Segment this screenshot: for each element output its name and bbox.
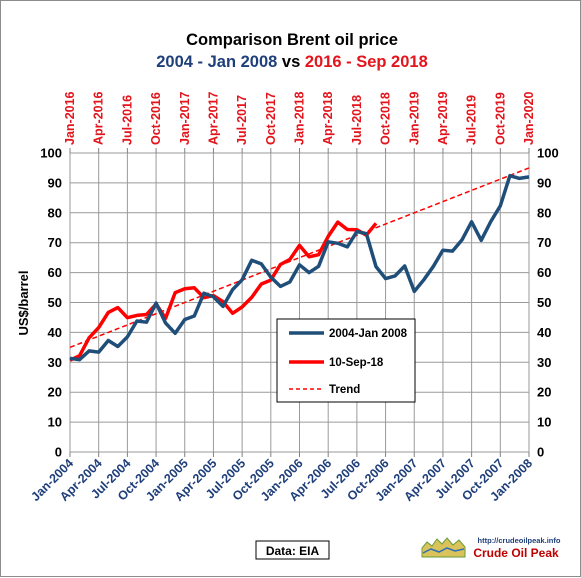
logo-name: Crude Oil Peak <box>473 546 559 560</box>
subtitle-period-1: 2004 - Jan 2008 <box>156 53 277 71</box>
y-tick-label-right: 10 <box>537 415 551 430</box>
crude-oil-peak-logo: http://crudeoilpeak.info Crude Oil Peak <box>421 536 561 560</box>
chart-subtitle: 2004 - Jan 2008 vs 2016 - Sep 2018 <box>156 53 428 71</box>
legend-label-series-2: 10-Sep-18 <box>329 357 384 369</box>
grid-lines <box>69 152 530 453</box>
x-tick-label-top: Jan-2017 <box>178 91 192 145</box>
chart-title: Comparison Brent oil price <box>186 31 398 49</box>
series-lines <box>69 167 530 362</box>
y-tick-label-left: 70 <box>48 235 62 250</box>
legend: 2004-Jan 2008 10-Sep-18 Trend <box>276 318 416 403</box>
x-tick-label-top: Apr-2018 <box>321 91 335 145</box>
y-tick-label-right: 80 <box>537 205 551 220</box>
x-tick-label-top: Apr-2016 <box>92 91 106 145</box>
y-axis-title: US$/barrel <box>16 270 31 335</box>
y-tick-label-left: 20 <box>48 385 62 400</box>
y-tick-label-left: 60 <box>48 265 62 280</box>
y-tick-label-right: 60 <box>537 265 551 280</box>
x-tick-label-top: Oct-2016 <box>149 92 163 145</box>
subtitle-vs: vs <box>277 53 305 71</box>
y-tick-label-right: 20 <box>537 385 551 400</box>
x-tick-label-top: Jan-2020 <box>522 91 536 145</box>
y-tick-label-left: 90 <box>48 175 62 190</box>
legend-label-series-1: 2004-Jan 2008 <box>329 328 408 340</box>
y-tick-label-right: 50 <box>537 295 551 310</box>
x-tick-label-top: Jul-2018 <box>350 95 364 145</box>
x-tick-label-top: Jan-2018 <box>293 91 307 145</box>
y-tick-label-left: 40 <box>48 325 62 340</box>
x-tick-label-top: Oct-2018 <box>379 92 393 145</box>
logo-image <box>421 537 466 558</box>
y-tick-label-left: 10 <box>48 415 62 430</box>
logo-url: http://crudeoilpeak.info <box>478 536 561 545</box>
y-tick-label-right: 40 <box>537 325 551 340</box>
series-line-2016-2018 <box>69 220 378 362</box>
y-tick-label-right: 0 <box>537 445 544 460</box>
y-tick-label-left: 30 <box>48 355 62 370</box>
x-tick-label-top: Jul-2016 <box>120 95 134 145</box>
y-tick-label-left: 100 <box>40 146 62 161</box>
y-tick-label-right: 30 <box>537 355 551 370</box>
logo-image-accent <box>422 547 465 554</box>
y-tick-label-right: 70 <box>537 235 551 250</box>
series-line-trend <box>69 167 530 349</box>
y-tick-label-left: 50 <box>48 295 62 310</box>
x-tick-label-top: Oct-2017 <box>264 92 278 145</box>
y-tick-label-left: 80 <box>48 205 62 220</box>
subtitle-period-2: 2016 - Sep 2018 <box>305 53 428 71</box>
x-tick-label-top: Apr-2017 <box>206 91 220 145</box>
x-tick-label-top: Jan-2019 <box>407 91 421 145</box>
legend-label-trend: Trend <box>329 384 360 396</box>
x-tick-label-top: Oct-2019 <box>493 92 507 145</box>
y-tick-label-left: 0 <box>55 445 62 460</box>
y-tick-label-right: 90 <box>537 175 551 190</box>
x-tick-label-top: Jul-2017 <box>235 95 249 145</box>
y-tick-label-right: 100 <box>537 146 559 161</box>
series-line-2004-2008 <box>69 173 530 362</box>
x-tick-label-top: Apr-2019 <box>436 91 450 145</box>
source-label: Data: EIA <box>266 544 320 558</box>
source-box <box>255 540 330 560</box>
x-tick-label-top: Jul-2019 <box>465 95 479 145</box>
x-tick-label-top: Jan-2016 <box>63 91 77 145</box>
